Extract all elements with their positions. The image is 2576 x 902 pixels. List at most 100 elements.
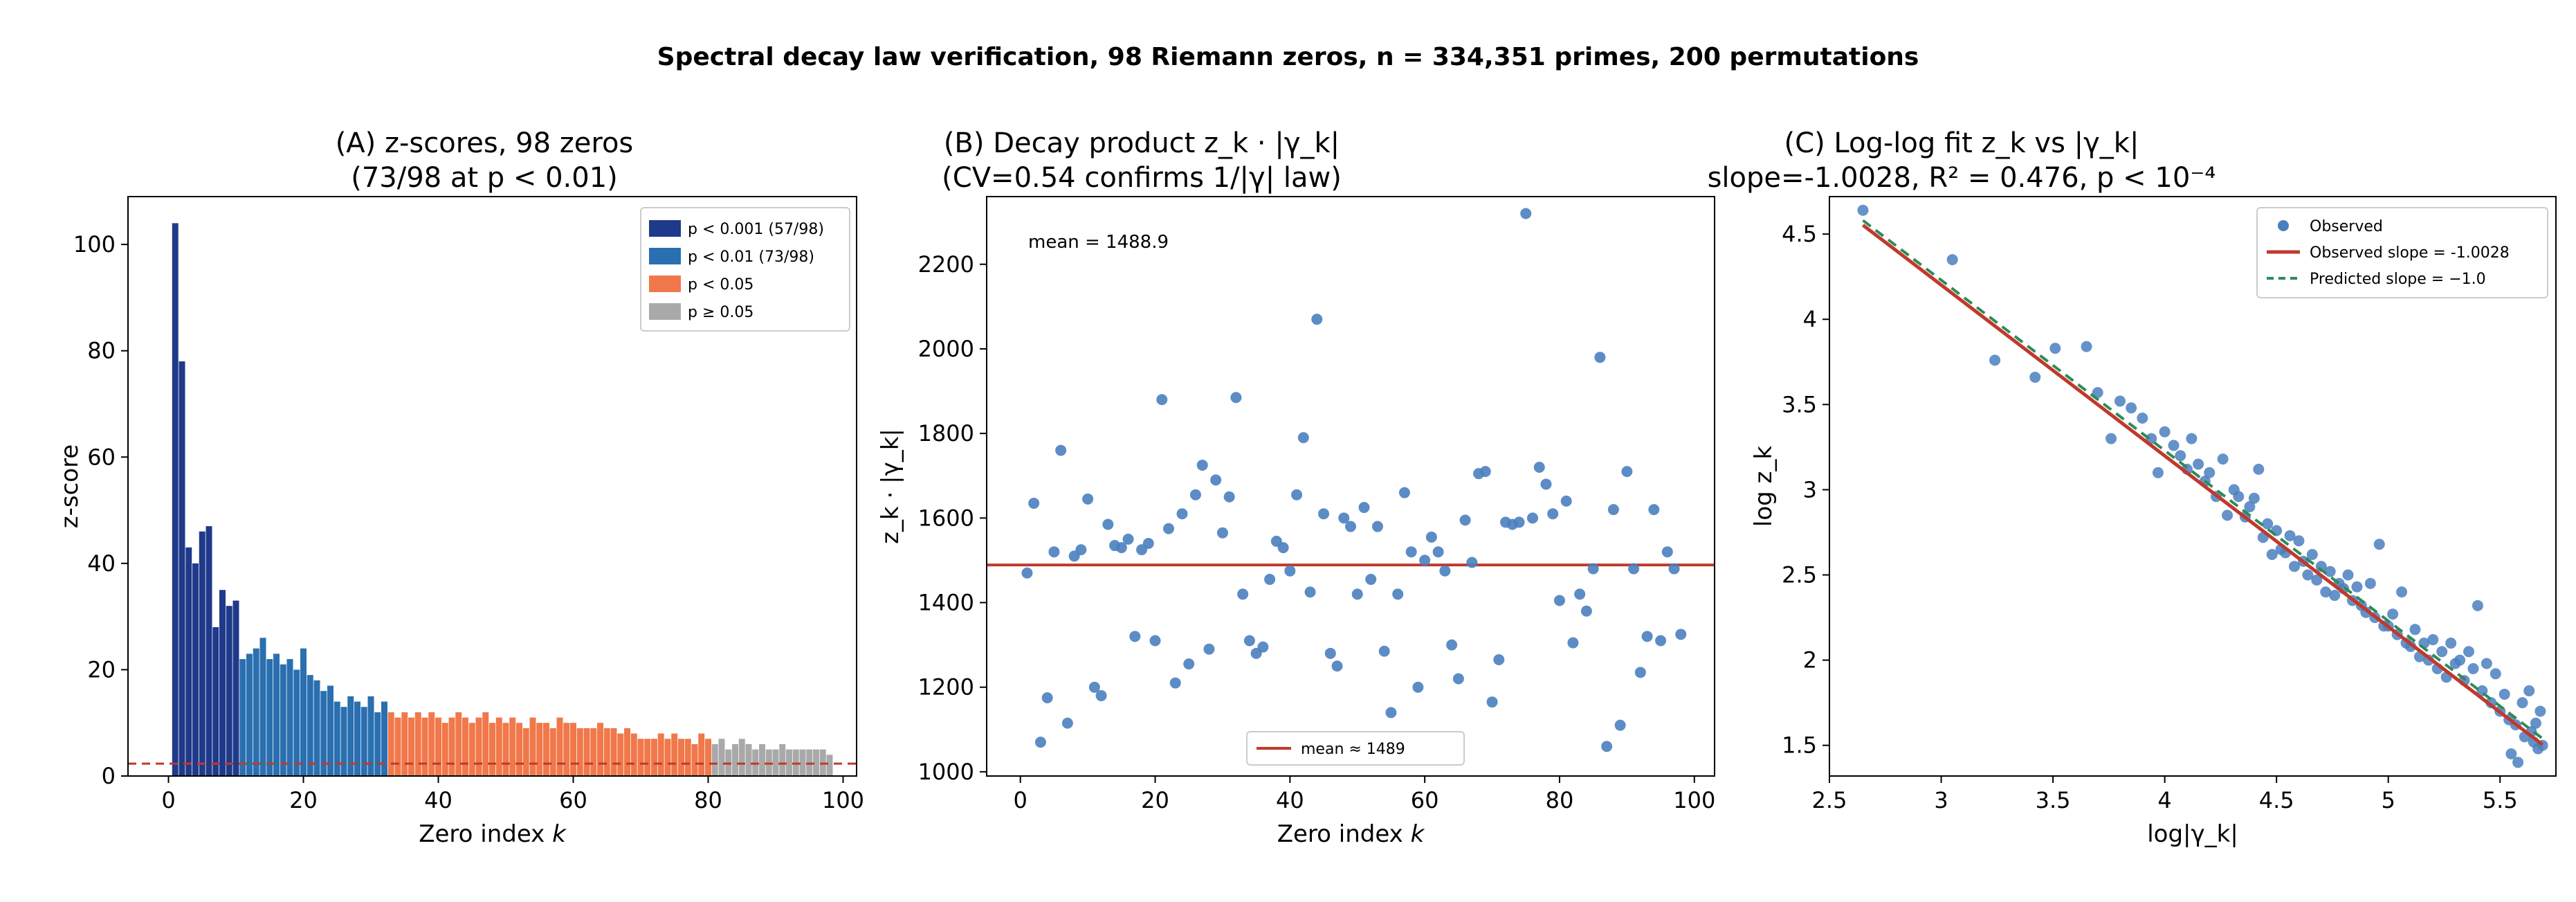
panel-b-data-point: [1574, 588, 1586, 600]
panel-c-x-tick-label: 2.5: [1812, 787, 1847, 813]
panel-a-bar: [394, 717, 401, 776]
panel-a-bar: [421, 717, 428, 776]
panel-b-data-point: [1587, 563, 1599, 575]
panel-a-bar: [799, 749, 806, 776]
panel-a-bar: [293, 669, 300, 776]
panel-a-bar: [387, 712, 394, 776]
panel-c-data-point: [2204, 467, 2216, 478]
panel-b-data-point: [1142, 537, 1154, 549]
panel-b-data-point: [1102, 518, 1114, 530]
panel-c-data-point: [2351, 581, 2363, 593]
panel-b-data-point: [1028, 497, 1040, 509]
panel-c-data-point: [1989, 354, 2001, 366]
panel-c-y-tick-label: 2.5: [1782, 562, 1817, 588]
panel-c-y-tick-label: 3: [1803, 476, 1817, 503]
panel-c-data-point: [2427, 634, 2439, 646]
panel-b-data-point: [1183, 658, 1195, 670]
panel-b-x-tick-label: 0: [1014, 787, 1027, 813]
panel-b-legend-label: mean ≈ 1489: [1301, 741, 1405, 758]
panel-a-bar: [529, 717, 536, 776]
panel-a-bar: [705, 739, 711, 776]
panel-b-data-point: [1540, 478, 1552, 490]
panel-a-bar: [226, 606, 232, 776]
panel-b-data-point: [1318, 508, 1330, 520]
panel-a-axes-frame: [127, 196, 857, 777]
panel-a-bar: [738, 739, 745, 776]
panel-a-bar: [313, 680, 320, 776]
panel-b-y-tick-label: 1400: [918, 590, 974, 616]
panel-b-data-point: [1580, 605, 1592, 617]
panel-a-bar: [199, 531, 205, 776]
panel-b-data-point: [1648, 504, 1660, 516]
panel-b-data-point: [1021, 567, 1033, 579]
panel-b-data-point: [1607, 504, 1619, 516]
panel-c-legend-box: [2256, 207, 2548, 298]
panel-a-x-tick-label: 60: [559, 787, 587, 813]
panel-c-x-tick-label: 4: [2157, 787, 2171, 813]
panel-c-data-point: [2342, 569, 2354, 581]
panel-a-bar: [172, 223, 179, 776]
panel-c-data-point: [2364, 577, 2376, 589]
panel-c-data-point: [2081, 341, 2092, 352]
panel-a-y-tick-label: 80: [87, 338, 116, 364]
panel-b-data-point: [1331, 660, 1343, 672]
panel-b-data-point: [1156, 394, 1168, 406]
panel-a-bar: [266, 659, 273, 776]
panel-c-data-point: [2445, 637, 2457, 649]
panel-c-data-point: [2490, 668, 2501, 680]
panel-a-bar: [428, 712, 435, 776]
panel-a-bar: [610, 728, 617, 776]
panel-a-bar: [179, 361, 185, 776]
panel-b-data-point: [1432, 546, 1444, 558]
panel-c-title-line1: (C) Log-log fit z_k vs |γ_k|: [1784, 127, 2139, 159]
panel-b-data-point: [1479, 466, 1491, 478]
panel-b-data-point: [1189, 489, 1201, 500]
panel-a-bar: [219, 590, 226, 776]
panel-a-bar: [617, 733, 624, 776]
panel-a-bar: [813, 749, 819, 776]
panel-b-data-point: [1196, 459, 1208, 471]
panel-b-data-point: [1439, 565, 1451, 577]
panel-a-bar: [576, 728, 583, 776]
panel-b-data-point: [1419, 554, 1431, 566]
panel-b-data-point: [1210, 474, 1222, 486]
panel-a-legend-label: p < 0.05: [688, 276, 753, 294]
panel-a-bar: [246, 653, 253, 776]
panel-a-legend-box: [640, 207, 850, 332]
panel-c-x-tick-label: 4.5: [2259, 787, 2294, 813]
panel-a-bar: [468, 723, 475, 776]
panel-b-x-tick-label: 100: [1673, 787, 1715, 813]
panel-a-bar: [212, 626, 219, 776]
panel-b-y-axis-label: z_k · |γ_k|: [877, 429, 904, 544]
panel-c-data-point: [2244, 501, 2256, 513]
panel-c-data-point: [2222, 509, 2234, 521]
panel-b-data-point: [1614, 719, 1626, 731]
panel-c-data-point: [2512, 757, 2524, 768]
panel-b-data-point: [1257, 641, 1269, 653]
panel-b-data-point: [1398, 487, 1410, 498]
panel-c-y-tick-label: 3.5: [1782, 391, 1817, 417]
panel-a-bar: [772, 749, 779, 776]
panel-b-data-point: [1560, 495, 1572, 507]
panel-a-x-tick-label: 40: [424, 787, 453, 813]
panel-b-data-point: [1371, 521, 1383, 532]
panel-b-data-point: [1149, 635, 1161, 647]
panel-c-data-point: [2266, 548, 2278, 560]
panel-b-data-point: [1621, 466, 1633, 478]
panel-a-bar: [192, 563, 199, 776]
panel-a-bar: [253, 648, 259, 776]
panel-b-data-point: [1385, 707, 1397, 719]
panel-a-bar: [307, 675, 313, 776]
panel-b-data-point: [1095, 689, 1107, 701]
panel-a-bar: [711, 743, 718, 776]
panel-a-bar: [448, 717, 455, 776]
panel-b-y-tick-label: 1000: [918, 759, 974, 785]
panel-a-bar: [543, 723, 549, 776]
panel-c-data-point: [2186, 433, 2198, 444]
panel-a-bar: [300, 648, 307, 776]
panel-c-y-tick-label: 4.5: [1782, 221, 1817, 247]
panel-c-legend-marker: [2278, 220, 2289, 231]
panel-a-bar: [489, 723, 495, 776]
panel-a-bar: [455, 712, 462, 776]
